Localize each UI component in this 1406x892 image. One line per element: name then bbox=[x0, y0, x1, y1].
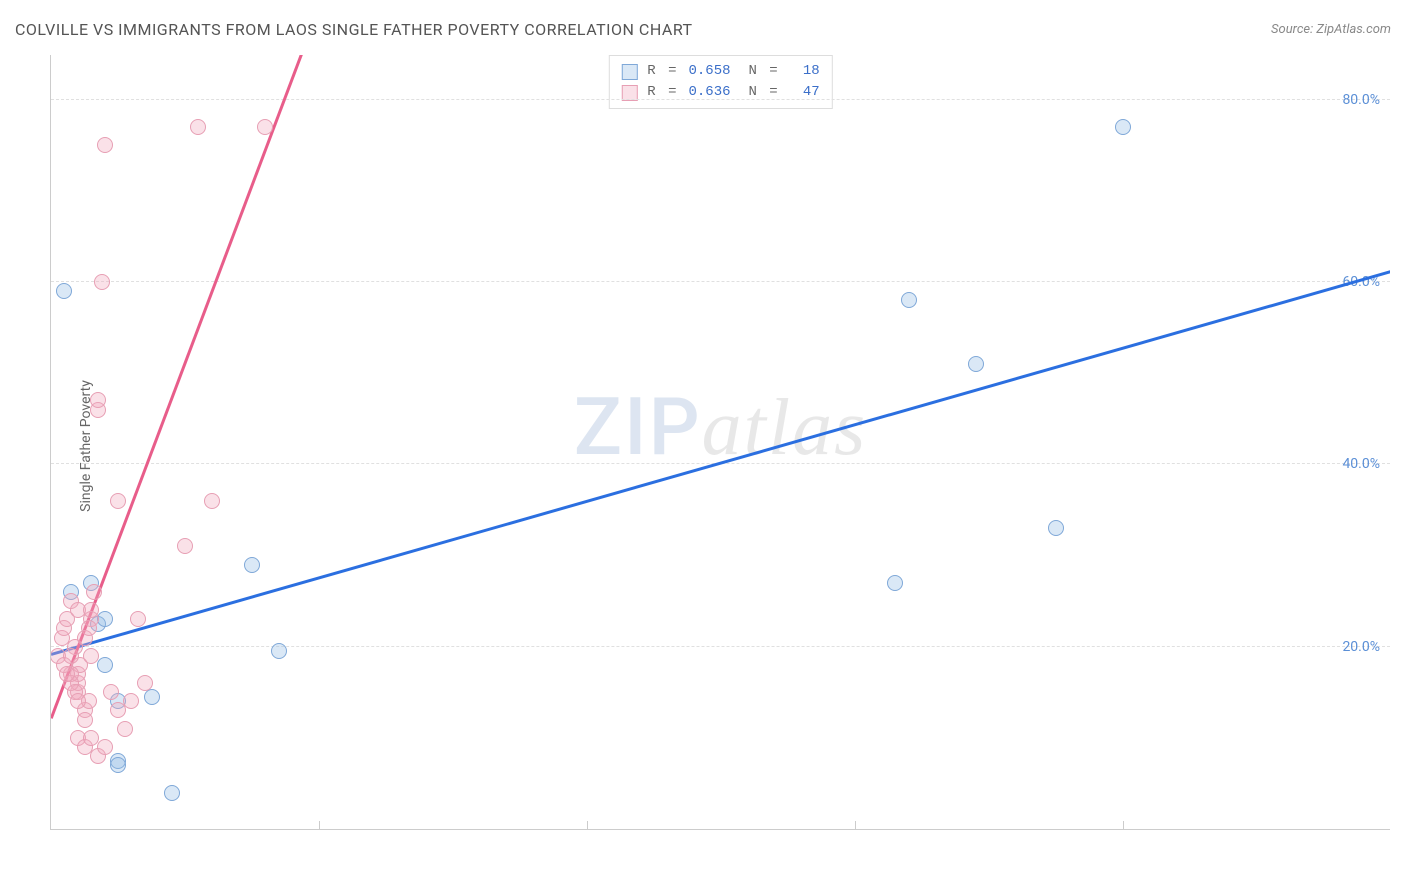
r-label: R = bbox=[647, 61, 678, 82]
n-label: N = bbox=[749, 61, 780, 82]
data-point bbox=[117, 721, 133, 737]
y-tick-label: 80.0% bbox=[1342, 92, 1380, 108]
source-label: Source: ZipAtlas.com bbox=[1271, 22, 1391, 37]
data-point bbox=[887, 575, 903, 591]
n-value: 47 bbox=[790, 82, 820, 103]
data-point bbox=[271, 643, 287, 659]
legend-swatch bbox=[621, 64, 637, 80]
watermark-zip: ZIP bbox=[574, 380, 702, 474]
data-point bbox=[83, 602, 99, 618]
gridline-v bbox=[855, 821, 856, 829]
data-point bbox=[56, 283, 72, 299]
data-point bbox=[86, 584, 102, 600]
data-point bbox=[110, 493, 126, 509]
data-point bbox=[103, 684, 119, 700]
data-point bbox=[97, 137, 113, 153]
data-point bbox=[94, 274, 110, 290]
stats-legend-row: R = 0.636 N = 47 bbox=[621, 82, 819, 103]
data-point bbox=[59, 666, 75, 682]
data-point bbox=[257, 119, 273, 135]
stats-legend-row: R = 0.658 N = 18 bbox=[621, 61, 819, 82]
r-value: 0.658 bbox=[689, 61, 739, 82]
data-point bbox=[177, 538, 193, 554]
data-point bbox=[137, 675, 153, 691]
data-point bbox=[144, 689, 160, 705]
data-point bbox=[164, 785, 180, 801]
data-point bbox=[77, 712, 93, 728]
gridline-v bbox=[587, 821, 588, 829]
data-point bbox=[110, 757, 126, 773]
data-point bbox=[190, 119, 206, 135]
chart-title: COLVILLE VS IMMIGRANTS FROM LAOS SINGLE … bbox=[15, 20, 693, 39]
n-label: N = bbox=[749, 82, 780, 103]
watermark: ZIPatlas bbox=[574, 380, 868, 474]
plot-area: ZIPatlas 0.0% 100.0% R =0.658N =18R =0.6… bbox=[50, 55, 1390, 830]
gridline-h bbox=[51, 99, 1390, 100]
gridline-h bbox=[51, 646, 1390, 647]
data-point bbox=[204, 493, 220, 509]
data-point bbox=[90, 392, 106, 408]
data-point bbox=[97, 739, 113, 755]
data-point bbox=[1115, 119, 1131, 135]
data-point bbox=[83, 648, 99, 664]
data-point bbox=[901, 292, 917, 308]
data-point bbox=[63, 648, 79, 664]
gridline-h bbox=[51, 281, 1390, 282]
data-point bbox=[70, 693, 86, 709]
data-point bbox=[244, 557, 260, 573]
data-point bbox=[97, 657, 113, 673]
data-point bbox=[81, 620, 97, 636]
data-point bbox=[968, 356, 984, 372]
gridline-v bbox=[319, 821, 320, 829]
gridline-v bbox=[1123, 821, 1124, 829]
stats-legend: R = 0.658 N = 18 R = 0.636 N = 47 bbox=[608, 55, 832, 109]
r-value: 0.636 bbox=[689, 82, 739, 103]
y-tick-label: 20.0% bbox=[1342, 639, 1380, 655]
r-label: R = bbox=[647, 82, 678, 103]
y-tick-label: 40.0% bbox=[1342, 456, 1380, 472]
n-value: 18 bbox=[790, 61, 820, 82]
data-point bbox=[123, 693, 139, 709]
data-point bbox=[130, 611, 146, 627]
data-point bbox=[1048, 520, 1064, 536]
